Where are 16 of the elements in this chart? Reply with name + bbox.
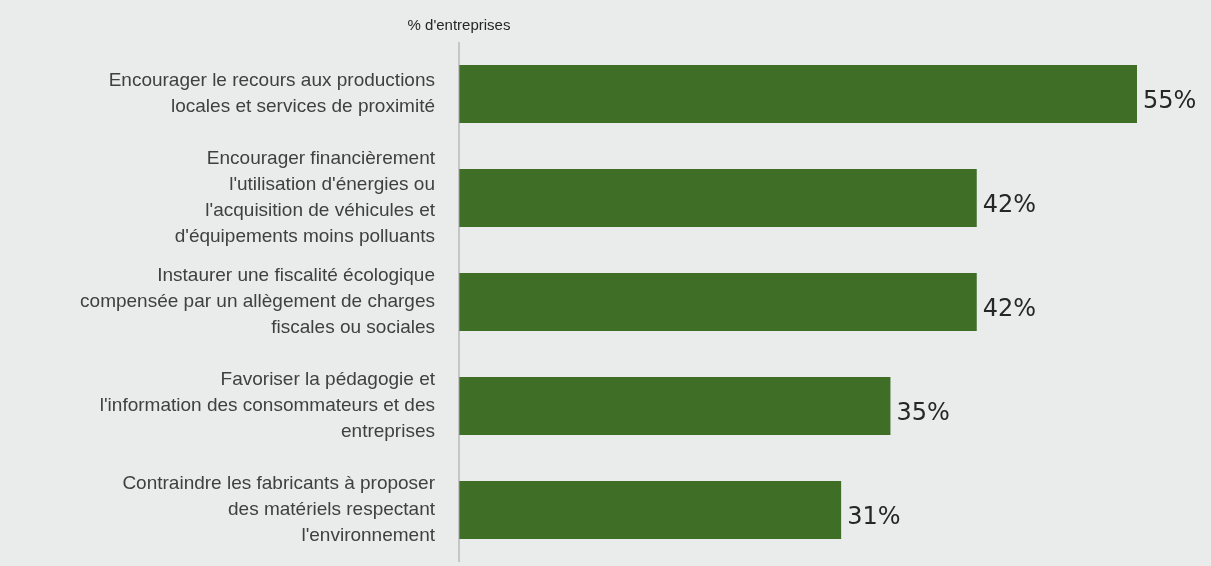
bar (459, 272, 977, 331)
y-tick-label: Favoriser la pédagogie et l'information des consommateurs et des entreprises (99, 368, 436, 442)
data-label: 55% (1143, 85, 1197, 114)
y-axis-title: % d'entreprises (407, 16, 511, 33)
data-label: 35% (896, 397, 950, 426)
y-tick-label: Contraindre les fabricants à proposer des matériels respectant l'environnement (122, 472, 436, 546)
data-label: 31% (847, 501, 901, 530)
bar (459, 168, 977, 227)
y-tick-label: Encourager financièrement l'utilisation d'énergies ou l'acquisition de véhicules et d'équipements moins polluants (174, 147, 436, 247)
bar (459, 480, 842, 539)
bar (459, 376, 891, 435)
y-tick-label: Instaurer une fiscalité écologique compensée par un allègement de charges fiscales ou sociales (80, 264, 435, 338)
bar (459, 64, 1137, 123)
data-label: 42% (982, 293, 1037, 322)
data-label: 42% (982, 189, 1037, 218)
y-tick-label: Encourager le recours aux productions locales et services de proximité (108, 69, 435, 117)
